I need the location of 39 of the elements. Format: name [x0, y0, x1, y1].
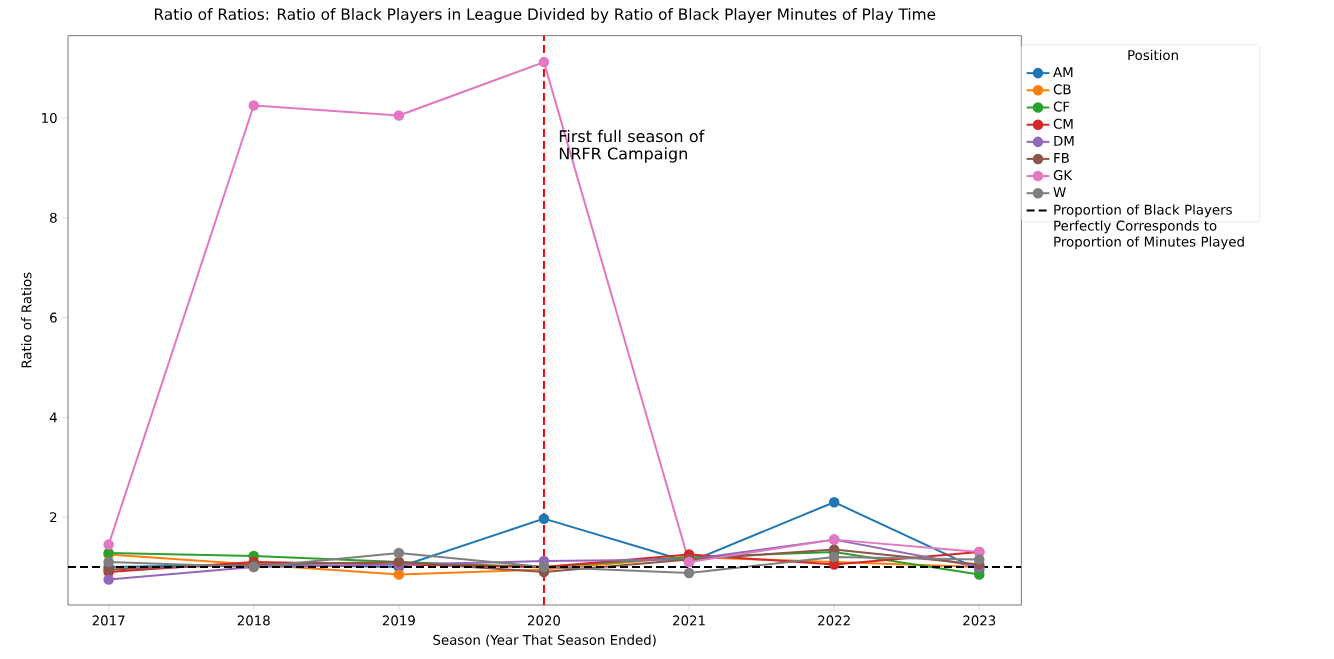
- legend-label: CM: [1053, 118, 1073, 129]
- point: [393, 110, 405, 121]
- point: [538, 513, 550, 524]
- x-tick-label: 2018: [237, 615, 270, 626]
- point: [828, 496, 840, 508]
- x-tick-label: 2020: [527, 615, 561, 626]
- legend-label: Proportion of Black Players Perfectly Corresponds to Proportion of Minutes Played: [1054, 204, 1244, 250]
- x-tick-label: 2023: [963, 615, 996, 626]
- point: [393, 569, 405, 580]
- legend-title: Position: [1128, 49, 1178, 61]
- legend-label: CB: [1053, 84, 1071, 95]
- legend-label: GK: [1053, 170, 1073, 181]
- legend-label: FB: [1054, 153, 1069, 163]
- legend-label: DM: [1054, 136, 1074, 146]
- point: [248, 100, 260, 111]
- y-tick-label: 10: [42, 112, 57, 124]
- legend-label: AM: [1053, 67, 1073, 77]
- y-tick-label: 2: [50, 512, 57, 523]
- point: [103, 556, 114, 568]
- point: [683, 567, 695, 579]
- point: [393, 547, 405, 559]
- y-axis-title: Ratio of Ratios: [21, 272, 32, 368]
- point: [538, 56, 550, 68]
- legend-label: W: [1053, 187, 1066, 198]
- chart-title: Ratio of Ratios: Ratio of Black Players in League Divided by Ratio of Black Player Minutes of Play Time: [154, 8, 936, 23]
- y-tick-label: 8: [50, 212, 57, 223]
- x-tick-label: 2019: [382, 615, 415, 626]
- x-axis-title: Season (Year That Season Ended): [433, 634, 656, 647]
- point: [974, 554, 985, 565]
- y-tick-label: 6: [50, 312, 57, 323]
- point: [828, 551, 840, 563]
- legend-label: CF: [1053, 101, 1070, 112]
- point: [103, 539, 114, 550]
- x-tick-label: 2021: [673, 615, 705, 626]
- x-tick-label: 2022: [818, 615, 850, 626]
- annotation: First full season of NRFR Campaign: [559, 129, 705, 163]
- y-tick-label: 4: [49, 412, 57, 423]
- point: [103, 574, 114, 585]
- x-tick-label: 2017: [92, 615, 125, 626]
